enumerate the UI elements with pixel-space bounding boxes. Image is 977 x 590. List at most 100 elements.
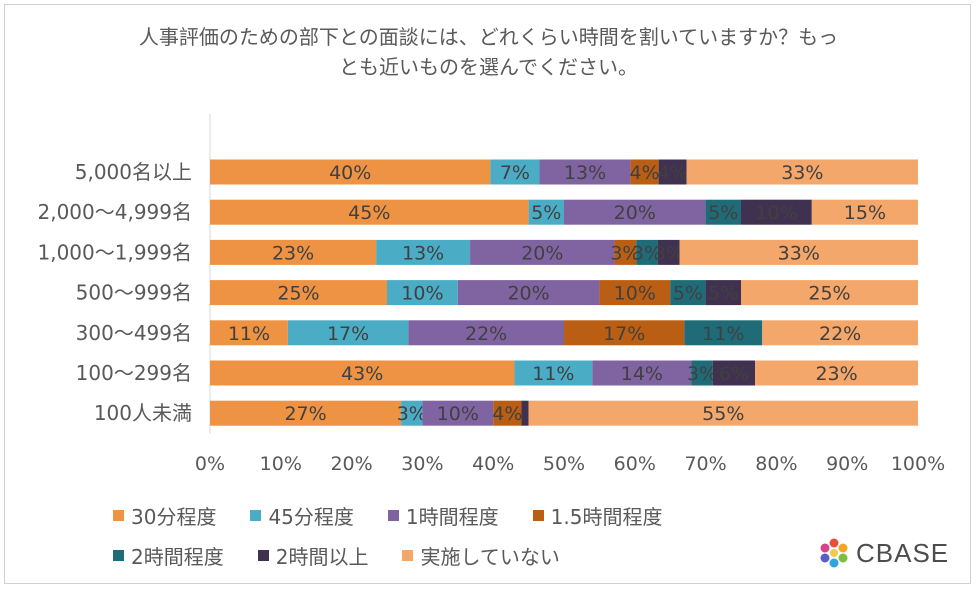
legend-item-2h: 2時間程度 <box>113 541 224 570</box>
legend-label-1-5h: 1.5時間程度 <box>550 504 663 529</box>
data-label: 5% <box>708 202 738 224</box>
category-label: 100～299名 <box>76 361 192 385</box>
legend-swatch-1h <box>387 509 399 521</box>
legend-swatch-45min <box>250 509 262 521</box>
bar-segment <box>210 239 377 265</box>
bar-segment <box>670 280 706 306</box>
chart-title-line-1: 人事評価のための部下との面談には、どれくらい時間を割いていますか？もっ <box>138 25 839 49</box>
data-label: 11% <box>702 323 744 345</box>
bar-segment <box>493 400 522 426</box>
category-label: 5,000名以上 <box>75 160 192 184</box>
x-tick-label: 70% <box>684 453 726 475</box>
bar-segment <box>762 320 918 346</box>
data-label: 5% <box>673 283 703 305</box>
bar-segment <box>599 280 671 306</box>
bar-segment <box>811 199 918 225</box>
data-label: 13% <box>402 242 444 264</box>
data-label: 10% <box>437 403 479 425</box>
data-label: 3% <box>654 242 684 264</box>
legend-swatch-2h <box>113 549 124 561</box>
data-label: 27% <box>284 403 326 425</box>
category-label: 500～999名 <box>76 281 192 305</box>
bar-segment <box>210 360 515 386</box>
legend-label-1h: 1時間程度 <box>405 504 499 529</box>
legend-row-2: 2時間程度 2時間以上 実施していない <box>113 535 873 575</box>
legend-swatch-none <box>402 549 414 561</box>
bar-segment <box>686 159 918 185</box>
data-label: 13% <box>564 162 606 184</box>
data-label: 4% <box>492 403 522 425</box>
data-label: 17% <box>603 323 645 345</box>
legend-swatch-30min <box>113 509 124 521</box>
data-label: 5% <box>708 283 738 305</box>
legend-label-2h-plus: 2時間以上 <box>275 544 369 569</box>
bar-segment <box>636 239 658 265</box>
legend-label-2h: 2時間程度 <box>131 544 224 569</box>
data-label: 14% <box>621 363 663 385</box>
bar-segment <box>658 159 687 185</box>
x-tick-label: 90% <box>826 453 868 475</box>
bar-segment <box>490 159 540 185</box>
legend-swatch-1-5h <box>532 509 544 521</box>
x-tick-label: 100% <box>891 453 945 475</box>
legend-label-30min: 30分程度 <box>131 504 217 529</box>
cbase-logo: CBASE <box>818 535 949 571</box>
data-label: 10% <box>401 283 443 305</box>
bar-segment <box>210 159 491 185</box>
data-label: 6% <box>719 363 749 385</box>
data-label: 33% <box>778 242 820 264</box>
bar-segment <box>741 199 812 225</box>
legend-label-45min: 45分程度 <box>268 504 354 529</box>
bar-segment <box>564 320 685 346</box>
bar-segment <box>712 360 756 386</box>
data-label: 7% <box>500 162 530 184</box>
x-tick-label: 80% <box>755 453 797 475</box>
x-tick-label: 60% <box>614 453 656 475</box>
bar-segment <box>376 239 471 265</box>
data-label: 23% <box>815 363 857 385</box>
data-label: 3% <box>397 403 427 425</box>
data-label: 25% <box>808 283 850 305</box>
category-label: 300～499名 <box>76 321 192 345</box>
legend-item-2h-plus: 2時間以上 <box>257 541 369 570</box>
data-label: 4% <box>630 162 660 184</box>
bar-segment <box>755 360 918 386</box>
data-label: 17% <box>327 323 369 345</box>
data-label: 5% <box>531 202 561 224</box>
legend-item-1h: 1時間程度 <box>387 501 499 530</box>
bar-segment <box>614 239 637 265</box>
data-label: 10% <box>614 283 656 305</box>
data-label: 22% <box>819 323 861 345</box>
bar-segment <box>210 400 402 426</box>
legend-swatch-2h-plus <box>257 549 269 561</box>
data-label: 45% <box>348 202 390 224</box>
bar-segment <box>630 159 659 185</box>
legend-item-30min: 30分程度 <box>113 501 216 530</box>
x-tick-label: 40% <box>472 453 514 475</box>
cbase-logo-text: CBASE <box>856 537 950 568</box>
data-label: 55% <box>702 403 744 425</box>
category-label: 1,000～1,999名 <box>37 240 192 264</box>
category-label: 2,000～4,999名 <box>37 200 192 224</box>
legend-item-none: 実施していない <box>402 541 560 570</box>
bar-segment <box>287 320 409 346</box>
x-tick-label: 30% <box>401 453 443 475</box>
bar-segment <box>457 280 600 306</box>
data-label: 4% <box>658 162 688 184</box>
data-label: 25% <box>277 283 319 305</box>
legend-item-45min: 45分程度 <box>250 501 354 530</box>
data-label: 3% <box>610 242 640 264</box>
data-label: 20% <box>521 242 563 264</box>
x-tick-label: 50% <box>543 453 585 475</box>
bar-segment <box>210 280 387 306</box>
bar-segment <box>528 400 918 426</box>
bar-segment <box>684 320 763 346</box>
bar-segment <box>521 400 529 426</box>
data-label: 10% <box>755 202 797 224</box>
legend-label-none: 実施していない <box>420 544 560 569</box>
bar-segment <box>528 199 564 225</box>
bar-segment <box>210 199 529 225</box>
bar-segment <box>387 280 458 306</box>
data-label: 33% <box>781 162 823 184</box>
